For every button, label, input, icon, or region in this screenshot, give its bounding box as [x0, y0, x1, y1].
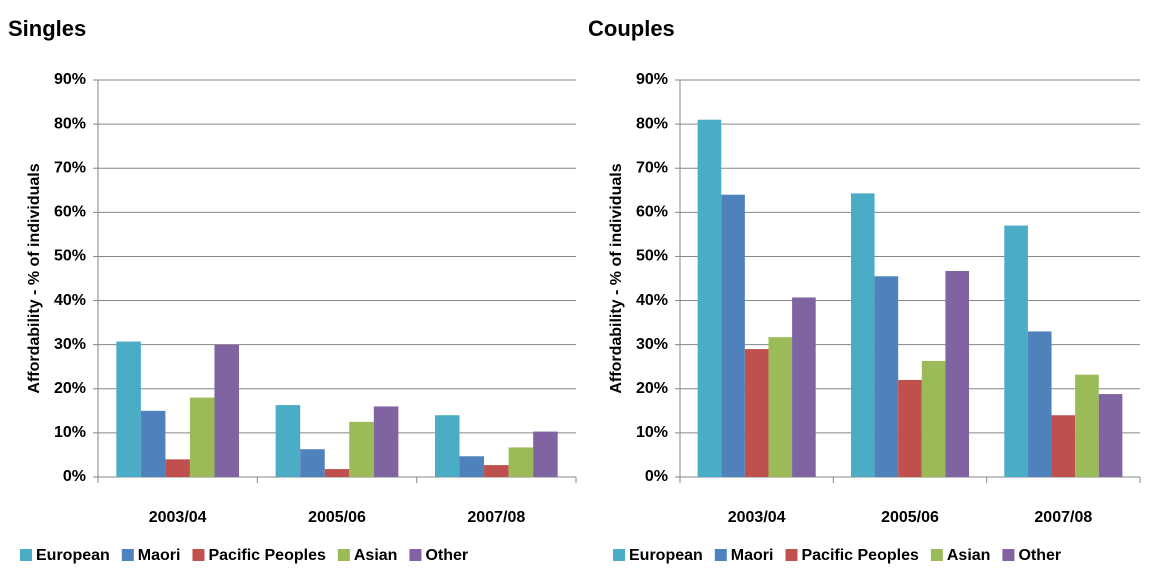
- y-tick-label: 30%: [54, 336, 86, 353]
- bar: [921, 360, 946, 477]
- bar: [189, 397, 215, 477]
- bar: [1027, 331, 1052, 477]
- bar: [1051, 415, 1076, 477]
- y-tick-label: 90%: [54, 71, 86, 88]
- bar: [898, 379, 922, 477]
- legend-label: Asian: [947, 547, 991, 564]
- bar: [721, 194, 745, 477]
- bar: [945, 271, 970, 477]
- legend-swatch: [409, 549, 422, 561]
- legend-label: Maori: [138, 547, 181, 564]
- bar: [1004, 225, 1028, 477]
- legend-label: Other: [425, 547, 468, 564]
- legend-swatch: [121, 549, 134, 561]
- legend-swatch: [714, 549, 727, 561]
- bar: [1075, 374, 1099, 477]
- bar: [508, 447, 534, 477]
- legend-label: Asian: [354, 547, 398, 564]
- legend-swatch: [192, 549, 205, 561]
- y-tick-label: 40%: [636, 292, 668, 309]
- y-tick-label: 10%: [636, 424, 668, 441]
- bar: [533, 431, 558, 477]
- bar: [874, 276, 899, 477]
- x-tick-label: 2003/04: [728, 509, 786, 526]
- bar: [165, 459, 190, 477]
- y-tick-label: 80%: [636, 115, 668, 132]
- y-tick-label: 30%: [636, 336, 668, 353]
- bar: [434, 415, 460, 477]
- y-tick-label: 20%: [54, 380, 86, 397]
- y-tick-label: 0%: [645, 468, 668, 485]
- legend-swatch: [613, 549, 625, 561]
- y-tick-label: 50%: [636, 248, 668, 265]
- x-tick-label: 2007/08: [467, 509, 525, 526]
- x-tick-label: 2005/06: [881, 509, 939, 526]
- x-tick-label: 2005/06: [308, 509, 366, 526]
- legend-swatch: [337, 549, 350, 561]
- legend-label: European: [36, 547, 110, 564]
- legend-label: Pacific Peoples: [801, 547, 918, 564]
- bar: [324, 469, 350, 477]
- legend-label: Maori: [731, 547, 774, 564]
- y-axis-label: Affordability - % of individuals: [26, 163, 43, 393]
- legend-swatch: [20, 549, 32, 561]
- legend-swatch: [785, 549, 798, 561]
- legend-label: Pacific Peoples: [208, 547, 325, 564]
- bar: [697, 119, 722, 477]
- bar: [459, 456, 485, 477]
- y-tick-label: 50%: [54, 248, 86, 265]
- bar: [373, 406, 399, 477]
- y-axis-label: Affordability - % of individuals: [608, 163, 625, 393]
- bar: [850, 193, 875, 478]
- bar: [1098, 394, 1123, 477]
- y-tick-label: 60%: [636, 204, 668, 221]
- x-tick-label: 2003/04: [149, 509, 207, 526]
- bar: [300, 449, 325, 477]
- y-tick-label: 10%: [54, 424, 86, 441]
- bar: [116, 341, 141, 477]
- bar: [792, 297, 816, 477]
- y-tick-label: 40%: [54, 292, 86, 309]
- y-tick-label: 60%: [54, 204, 86, 221]
- y-tick-label: 70%: [636, 159, 668, 176]
- legend-label: European: [629, 547, 703, 564]
- chart-title: Couples: [588, 16, 675, 41]
- bar: [768, 337, 793, 477]
- legend-label: Other: [1018, 547, 1061, 564]
- bar: [484, 465, 509, 477]
- bar: [349, 421, 374, 477]
- legend-swatch: [1002, 549, 1015, 561]
- y-tick-label: 70%: [54, 159, 86, 176]
- y-tick-label: 20%: [636, 380, 668, 397]
- bar: [140, 410, 166, 477]
- bar: [275, 405, 301, 477]
- bar: [214, 344, 240, 477]
- x-tick-label: 2007/08: [1034, 509, 1092, 526]
- y-tick-label: 90%: [636, 71, 668, 88]
- bar: [744, 349, 769, 477]
- legend-swatch: [930, 549, 943, 561]
- y-tick-label: 0%: [63, 468, 86, 485]
- y-tick-label: 80%: [54, 115, 86, 132]
- chart-title: Singles: [8, 16, 86, 41]
